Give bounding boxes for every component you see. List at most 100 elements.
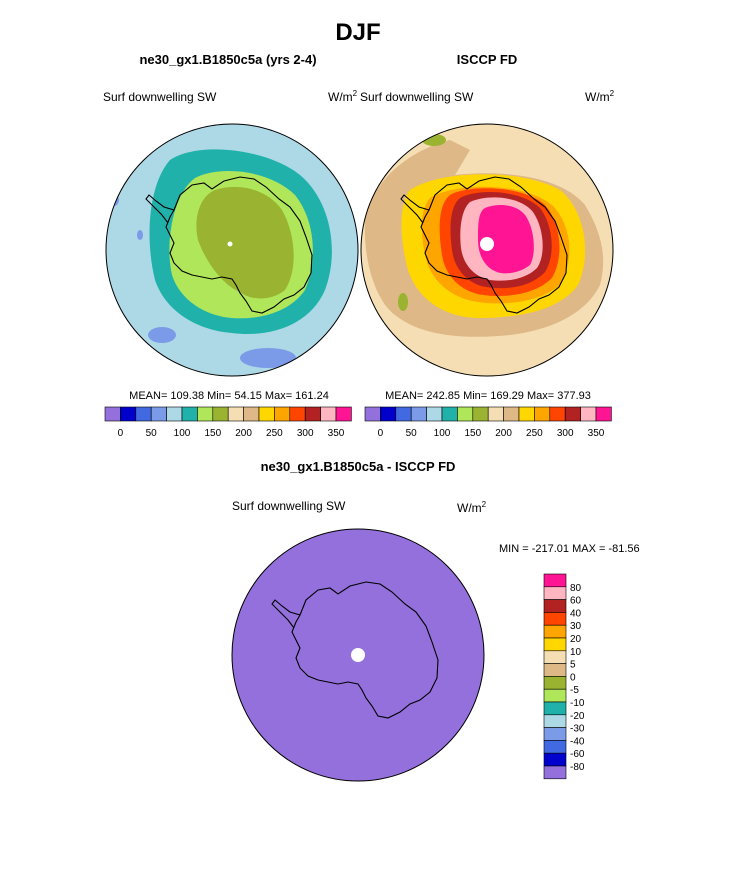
colorbar-swatch (457, 406, 474, 422)
colorbar-swatch (212, 406, 229, 422)
colorbar-swatch (487, 406, 504, 422)
page-title: DJF (335, 19, 380, 46)
antarctica-coastline (165, 176, 313, 314)
colorbar-swatch (543, 663, 567, 677)
panel-obs-title: ISCCP FD (457, 52, 517, 67)
colorbar-tick-label: 250 (266, 428, 283, 439)
colorbar-swatch (120, 406, 137, 422)
colorbar-tick-label: 100 (174, 428, 191, 439)
colorbar-swatch (320, 406, 337, 422)
colorbar-tick-label: 40 (570, 608, 582, 619)
colorbar-swatch (595, 406, 612, 422)
panel-obs-stats: MEAN= 242.85 Min= 169.29 Max= 377.93 (385, 390, 591, 402)
map-fill-blue-patch (109, 194, 119, 206)
colorbar-swatch (543, 676, 567, 690)
colorbar-swatch (543, 650, 567, 664)
colorbar-swatch (543, 727, 567, 741)
colorbar-swatch (410, 406, 427, 422)
colorbar-swatch (166, 406, 183, 422)
colorbar-swatch (197, 406, 214, 422)
panel-obs-map (361, 124, 613, 376)
colorbar-tick-label: 50 (146, 428, 158, 439)
colorbar-swatch (543, 752, 567, 767)
colorbar-swatch (364, 406, 381, 422)
map-border (231, 528, 485, 782)
pole-hole (227, 241, 233, 247)
antarctica-coastline (420, 176, 568, 314)
colorbar-tick-label: 30 (570, 621, 582, 632)
colorbar-tick-label: 80 (570, 583, 582, 594)
panel-diff: ne30_gx1.B1850c5a - ISCCP FD Surf downwe… (231, 459, 640, 782)
colorbar-tick-label: 200 (495, 428, 512, 439)
panel-model-map (106, 124, 358, 376)
colorbar-swatch (441, 406, 458, 422)
colorbar-swatch (274, 406, 291, 422)
antarctic-peninsula (145, 194, 175, 224)
colorbar-tick-label: 300 (297, 428, 314, 439)
pole-hole (480, 237, 494, 251)
map-border (105, 123, 359, 377)
colorbar-tick-label: 50 (406, 428, 418, 439)
colorbar-swatch (181, 406, 198, 422)
panel-model: ne30_gx1.B1850c5a (yrs 2-4) Surf downwel… (103, 52, 359, 439)
map-fill-blue-patch (137, 230, 143, 240)
map-fill-olive-patch (398, 293, 408, 311)
panel-model-title: ne30_gx1.B1850c5a (yrs 2-4) (139, 52, 316, 67)
colorbar-tick-label: -20 (570, 711, 585, 722)
colorbar-tick-label: 200 (235, 428, 252, 439)
colorbar-swatch (304, 406, 321, 422)
colorbar-tick-label: 10 (570, 647, 582, 658)
colorbar-swatch (543, 624, 567, 639)
colorbar-swatch (543, 637, 567, 652)
panel-obs-units: W/m2 (585, 89, 615, 104)
units-base: W/m (328, 90, 353, 104)
colorbar-model: 0 50 100 150 200 250 300 350 (104, 406, 352, 439)
antarctica-coastline (291, 581, 439, 719)
antarctic-peninsula (400, 194, 430, 224)
colorbar-swatch (135, 406, 152, 422)
colorbar-tick-label: 20 (570, 634, 582, 645)
colorbar-swatch (258, 406, 275, 422)
colorbar-swatch (426, 406, 443, 422)
colorbar-tick-label: 100 (434, 428, 451, 439)
colorbar-swatch (472, 406, 489, 422)
colorbar-swatch (503, 406, 520, 422)
colorbar-swatch (518, 406, 535, 422)
colorbar-swatch (380, 406, 397, 422)
colorbar-swatch (335, 406, 352, 422)
colorbar-swatch (543, 688, 567, 703)
colorbar-swatch (243, 406, 260, 422)
map-fill-magenta (478, 205, 534, 274)
units-exponent: 2 (610, 89, 615, 98)
colorbar-tick-label: 350 (588, 428, 605, 439)
colorbar-tick-label: 5 (570, 660, 576, 671)
colorbar-tick-label: -30 (570, 724, 585, 735)
colorbar-swatch (543, 701, 567, 716)
panel-diff-units: W/m2 (457, 500, 487, 515)
colorbar-swatch (549, 406, 566, 422)
panel-diff-stats: MIN = -217.01 MAX = -81.56 (499, 543, 640, 555)
map-border (360, 123, 614, 377)
colorbar-tick-label: -80 (570, 762, 585, 773)
panel-model-units: W/m2 (328, 89, 358, 104)
colorbar-swatch (564, 406, 581, 422)
colorbar-swatch (580, 406, 597, 422)
map-fill-blue-patch (240, 348, 296, 368)
map-fill-blue-patch (148, 327, 176, 343)
pole-hole (351, 648, 365, 662)
colorbar-tick-label: -40 (570, 736, 585, 747)
panel-obs: ISCCP FD Surf downwelling SW W/m2 MEAN= … (360, 52, 615, 439)
colorbar-swatch (534, 406, 551, 422)
colorbar-swatch (543, 612, 567, 626)
units-base: W/m (457, 501, 482, 515)
colorbar-tick-label: 300 (557, 428, 574, 439)
panel-obs-variable: Surf downwelling SW (360, 90, 474, 104)
colorbar-tick-label: 250 (526, 428, 543, 439)
colorbar-swatch (543, 586, 567, 600)
units-exponent: 2 (353, 89, 358, 98)
colorbar-swatch (543, 740, 567, 754)
units-base: W/m (585, 90, 610, 104)
colorbar-tick-label: 0 (378, 428, 384, 439)
colorbar-tick-label: 150 (464, 428, 481, 439)
